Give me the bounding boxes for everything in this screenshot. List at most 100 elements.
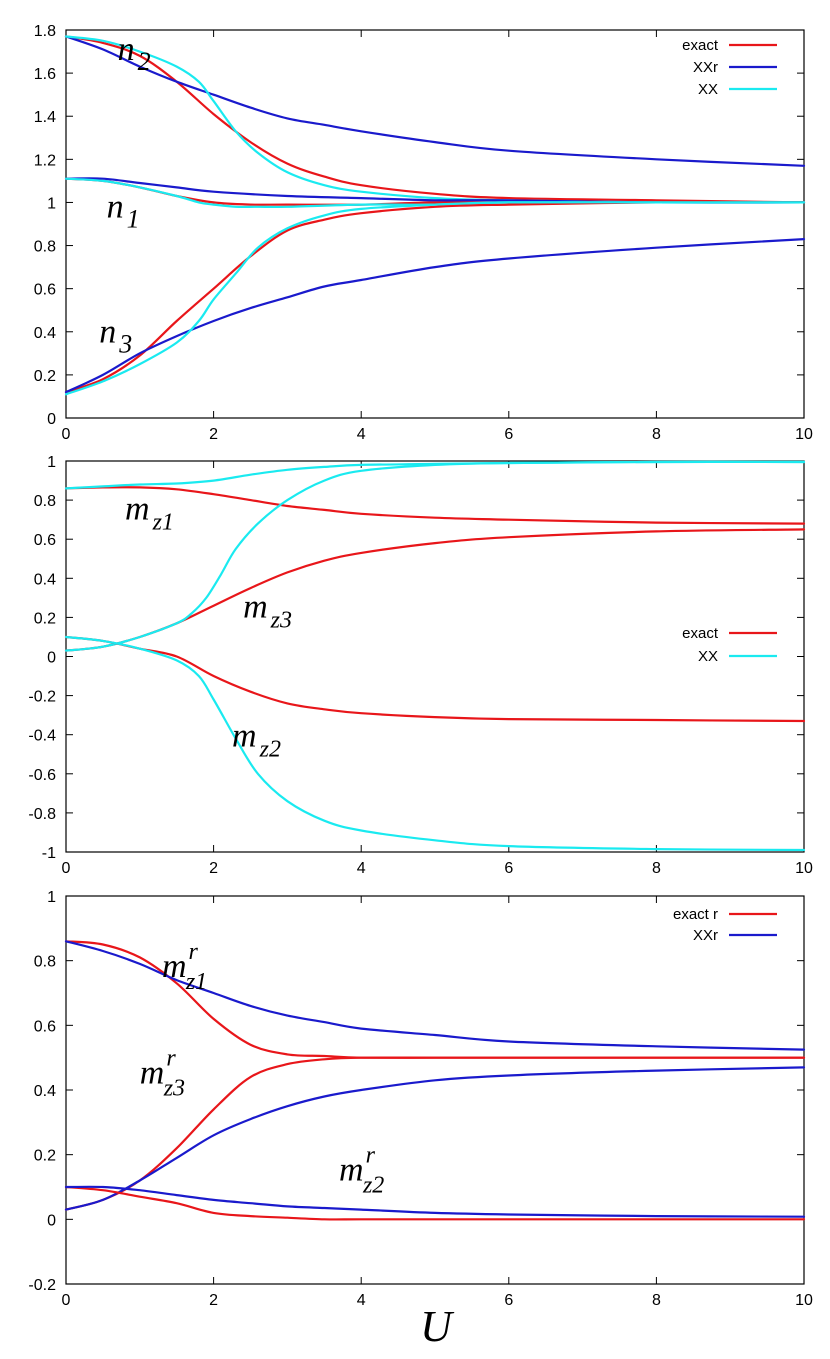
x-tick-label: 10 <box>795 426 813 443</box>
chart-panel-1: 0 2 4 6 8 10 0 0.2 0.4 0.6 0.8 1 1.2 1.4 1.6 1.8 exact XX… <box>34 23 813 443</box>
x-tick-label: 4 <box>357 1292 366 1309</box>
y-tick-label: -0.2 <box>28 689 56 706</box>
series-line-mz1-exact <box>64 486 806 525</box>
x-tick-label: 10 <box>795 1292 813 1309</box>
y-tick-label: 1 <box>47 889 56 906</box>
legend-label: XXr <box>693 59 718 76</box>
x-tick-label: 10 <box>795 860 813 877</box>
legend-label: exact <box>682 625 719 642</box>
series-line-n2-xxr <box>64 35 806 167</box>
series-line-mz1r-xxr <box>64 940 806 1051</box>
y-tick-label: 0.4 <box>34 325 56 342</box>
curve-label-mz2: m z2 <box>232 717 281 762</box>
curve-label-base: m <box>140 1055 165 1092</box>
curve-label-sup: r <box>166 1046 176 1072</box>
curve-label-sub: 2 <box>138 47 151 76</box>
y-tick-label: 1 <box>47 195 56 212</box>
curve-label-sup: r <box>189 939 199 965</box>
curve-label-sub: 1 <box>127 205 140 234</box>
x-tick-label: 8 <box>652 860 661 877</box>
y-tick-label: 0.4 <box>34 1083 56 1100</box>
y-tick-label: 1 <box>47 454 56 471</box>
y-tick-label: 0.4 <box>34 571 56 588</box>
curve-label-sub: z1 <box>185 969 207 995</box>
curve-label-base: n <box>107 189 124 226</box>
curve-label-mz2-r: mr z2 <box>339 1143 384 1199</box>
y-tick-label: 0.6 <box>34 1018 56 1035</box>
y-tick-label: 0 <box>47 411 56 428</box>
curve-label-base: n <box>99 314 116 351</box>
curve-label-sub: z3 <box>163 1076 185 1102</box>
curve-label-mz3: m z3 <box>243 588 292 633</box>
series-line-mz2r-xxr <box>64 1185 806 1218</box>
curve-label-sub: z2 <box>362 1173 384 1199</box>
curve-label-sub: z2 <box>259 736 281 762</box>
y-tick-label: 0 <box>47 1212 56 1229</box>
legend-label: XXr <box>693 927 718 944</box>
y-tick-label: -0.4 <box>28 728 56 745</box>
legend-label: XX <box>698 81 718 98</box>
curve-label-sup: r <box>366 1143 376 1169</box>
curve-label-base: n <box>118 31 135 68</box>
x-tick-label: 0 <box>62 860 71 877</box>
curve-label-base: m <box>162 948 187 985</box>
y-tick-label: -0.8 <box>28 806 56 823</box>
y-tick-label: 0.2 <box>34 1148 56 1165</box>
curve-label-base: m <box>339 1152 364 1189</box>
y-tick-label: 0.2 <box>34 610 56 627</box>
curve-label-base: m <box>232 717 257 754</box>
y-tick-label: 0.8 <box>34 493 56 510</box>
curve-label-mz3-r: mr z3 <box>140 1046 185 1102</box>
y-tick-label: 0.8 <box>34 239 56 256</box>
y-tick-label: 0.2 <box>34 368 56 385</box>
x-tick-label: 2 <box>209 1292 218 1309</box>
y-tick-label: 1.6 <box>34 66 56 83</box>
y-tick-label: 0.6 <box>34 532 56 549</box>
legend-label: exact r <box>673 906 718 923</box>
series-line-n3-xx <box>64 201 806 396</box>
x-axis-label: U <box>420 1302 455 1351</box>
curve-label-sub: z3 <box>270 607 292 633</box>
y-tick-label: 1.4 <box>34 109 56 126</box>
plot-frame <box>65 29 805 419</box>
x-tick-label: 4 <box>357 426 366 443</box>
y-tick-label: 0.6 <box>34 282 56 299</box>
y-tick-label: -0.2 <box>28 1277 56 1294</box>
x-tick-label: 6 <box>504 860 513 877</box>
x-tick-label: 8 <box>652 1292 661 1309</box>
curve-label-base: m <box>125 491 150 528</box>
curve-label-mz1: m z1 <box>125 491 174 536</box>
curve-label-base: m <box>243 588 268 625</box>
y-tick-label: 1.8 <box>34 23 56 40</box>
series-line-mz3r-xxr <box>64 1066 806 1211</box>
y-tick-label: 0 <box>47 650 56 667</box>
series-line-n2-exact <box>64 35 806 204</box>
y-tick-label: -1 <box>42 845 56 862</box>
curve-label-sub: 3 <box>118 330 132 359</box>
x-tick-label: 2 <box>209 426 218 443</box>
y-tick-label: 0.8 <box>34 954 56 971</box>
x-tick-label: 0 <box>62 1292 71 1309</box>
x-tick-label: 4 <box>357 860 366 877</box>
x-tick-label: 8 <box>652 426 661 443</box>
legend-label: XX <box>698 648 718 665</box>
chart-panel-2: 0 2 4 6 8 10 -1 -0.8 -0.6 -0.4 -0.2 0 0.2 0.4 0.6 0.8 1 e… <box>28 454 813 877</box>
series-line-mz2r-exact <box>64 1185 806 1221</box>
curve-label-sub: z1 <box>152 510 174 536</box>
series-line-mz3-xx <box>64 460 806 652</box>
x-tick-label: 6 <box>504 1292 513 1309</box>
y-tick-label: 1.2 <box>34 152 56 169</box>
series-line-n3-xxr <box>64 238 806 394</box>
legend-label: exact <box>682 37 719 54</box>
x-tick-label: 2 <box>209 860 218 877</box>
series-line-mz2-xx <box>64 635 806 852</box>
x-tick-label: 0 <box>62 426 71 443</box>
y-tick-label: -0.6 <box>28 767 56 784</box>
curve-label-mz1-r: mr z1 <box>162 939 207 995</box>
x-tick-label: 6 <box>504 426 513 443</box>
